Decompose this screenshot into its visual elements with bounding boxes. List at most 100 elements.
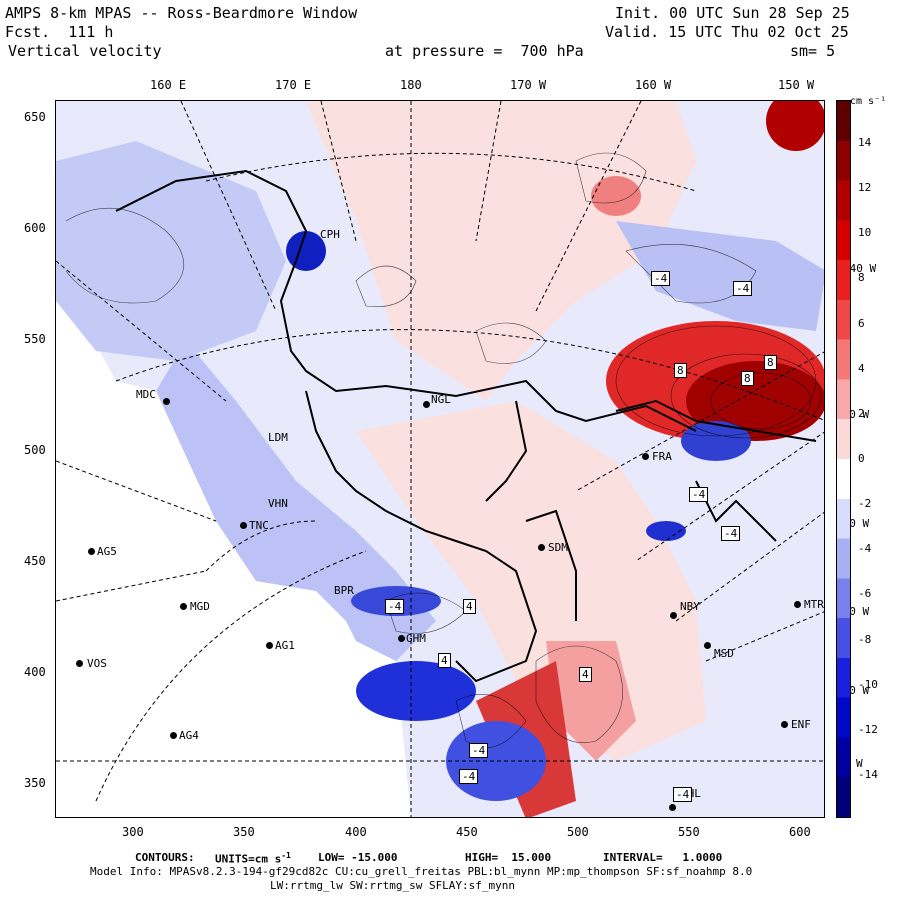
station-marker[interactable]	[669, 804, 676, 811]
station-marker[interactable]	[642, 453, 649, 460]
left-axis-label: 450	[24, 554, 46, 568]
footer-model-info-2: LW:rrtmg_lw SW:rrtmg_sw SFLAY:sf_mynn	[270, 879, 516, 892]
left-axis-label: 500	[24, 443, 46, 457]
contour-label: 4	[463, 599, 476, 614]
contour-label: -4	[385, 599, 405, 614]
station-label: BPR	[334, 584, 354, 597]
contour-label: 8	[674, 363, 687, 378]
colorbar-tick-label: -2	[858, 497, 872, 511]
footer-high: HIGH= 15.000	[465, 851, 552, 864]
station-label: VHN	[268, 497, 288, 510]
station-label: TNC	[249, 519, 269, 532]
bottom-axis-label: 450	[456, 825, 478, 839]
colorbar	[836, 100, 851, 818]
colorbar-tick-label: 8	[858, 271, 865, 285]
station-marker[interactable]	[170, 732, 177, 739]
left-axis-label: 600	[24, 221, 46, 235]
contour-label: 8	[764, 355, 777, 370]
colorbar-units: cm s⁻¹	[850, 96, 887, 107]
colorbar-tick-label: 14	[858, 136, 872, 149]
station-label: VOS	[87, 657, 107, 670]
colorbar-tick-label: 12	[858, 181, 872, 195]
station-marker[interactable]	[704, 642, 711, 649]
footer-low: LOW= -15.000	[318, 851, 398, 864]
station-marker[interactable]	[76, 660, 83, 667]
top-axis-label: 170 E	[275, 78, 312, 92]
station-marker[interactable]	[240, 522, 247, 529]
colorbar-tick-label: -8	[858, 632, 872, 646]
vertical-velocity-field	[56, 101, 824, 817]
bottom-axis-label: 500	[567, 825, 589, 839]
pressure-level: at pressure = 700 hPa	[385, 42, 584, 60]
colorbar-tick-label: -6	[858, 587, 872, 601]
station-marker[interactable]	[88, 548, 95, 555]
top-axis-label: 180	[400, 78, 422, 92]
station-marker[interactable]	[163, 398, 170, 405]
station-marker[interactable]	[538, 544, 545, 551]
bottom-axis-label: 600	[789, 825, 811, 839]
station-label: CPH	[320, 228, 340, 241]
colorbar-tick-label: 0	[858, 452, 865, 465]
colorbar-tick-label: 6	[858, 316, 865, 330]
contour-label: 4	[579, 667, 592, 682]
colorbar-tick-label: 10	[858, 226, 872, 240]
contour-label: -4	[459, 769, 479, 784]
left-axis-label: 350	[24, 776, 46, 790]
station-marker[interactable]	[670, 612, 677, 619]
station-label: NBY	[680, 600, 700, 613]
smoothing-value: sm= 5	[790, 42, 836, 60]
forecast-hour: Fcst. 111 h	[5, 23, 114, 41]
station-label: FRA	[652, 450, 672, 463]
footer-interval: INTERVAL= 1.0000	[603, 851, 723, 864]
contour-label: -4	[689, 487, 709, 502]
footer-contours-label: CONTOURS:	[135, 851, 195, 864]
colorbar-tick-label: -10	[858, 677, 878, 691]
station-label: LDM	[268, 431, 288, 444]
station-label: NGL	[431, 393, 451, 406]
contour-label: -4	[733, 281, 753, 296]
station-label: MGD	[190, 600, 210, 613]
station-marker[interactable]	[423, 401, 430, 408]
station-marker[interactable]	[781, 721, 788, 728]
station-label: AG1	[275, 639, 295, 652]
left-axis-label: 650	[24, 110, 46, 124]
top-axis-label: 160 W	[635, 78, 672, 92]
contour-label: 8	[741, 371, 754, 386]
station-marker[interactable]	[398, 635, 405, 642]
top-axis-label: 150 W	[778, 78, 815, 92]
colorbar-tick-label: 4	[858, 361, 865, 375]
station-label: SDM	[548, 541, 568, 554]
map-panel[interactable]: CPH MDC NGL LDM VHN TNC AG5 MGD AG1 VOS …	[55, 100, 825, 818]
meridian-label: W	[856, 757, 863, 770]
left-axis-label: 550	[24, 332, 46, 346]
valid-time: Valid. 15 UTC Thu 02 Oct 25	[605, 23, 849, 41]
station-marker[interactable]	[266, 642, 273, 649]
station-label: ENF	[791, 718, 811, 731]
colorbar-tick-label: -4	[858, 542, 872, 556]
contour-label: -4	[721, 526, 741, 541]
left-axis-label: 400	[24, 665, 46, 679]
station-label: AG4	[179, 729, 199, 742]
bottom-axis-label: 350	[233, 825, 255, 839]
map-title: AMPS 8-km MPAS -- Ross-Beardmore Window	[5, 4, 358, 22]
init-time: Init. 00 UTC Sun 28 Sep 25	[615, 4, 850, 22]
meridian-label: 140 W	[843, 262, 877, 275]
top-axis-label: 160 E	[150, 78, 187, 92]
contour-label: 4	[438, 653, 451, 668]
colorbar-tick-label: -12	[858, 722, 878, 736]
top-axis-label: 170 W	[510, 78, 547, 92]
contour-label: -4	[673, 787, 693, 802]
station-label: MTR	[804, 598, 824, 611]
colorbar-tick-label: 2	[858, 406, 865, 420]
bottom-axis-label: 550	[678, 825, 700, 839]
station-label: MSD	[714, 647, 734, 660]
station-marker[interactable]	[180, 603, 187, 610]
station-marker[interactable]	[794, 601, 801, 608]
bottom-axis-label: 400	[345, 825, 367, 839]
bottom-axis-label: 300	[122, 825, 144, 839]
contour-label: -4	[651, 271, 671, 286]
station-label: GHM	[406, 632, 426, 645]
station-label: AG5	[97, 545, 117, 558]
footer-model-info: Model Info: MPASv8.2.3-194-gf29cd82c CU:…	[90, 865, 753, 878]
contour-label: -4	[469, 743, 489, 758]
